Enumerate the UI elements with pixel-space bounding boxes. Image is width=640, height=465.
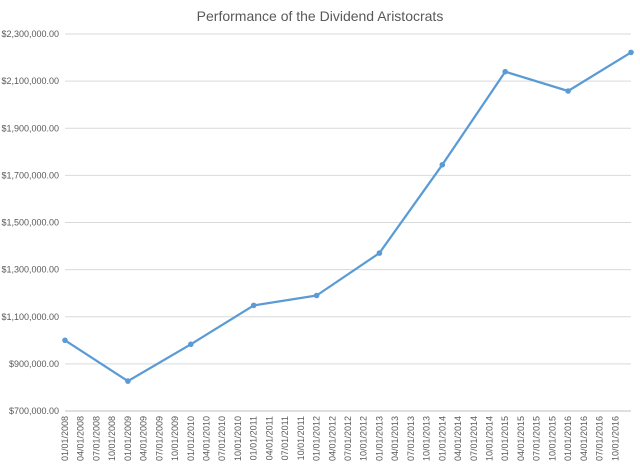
x-tick-label: 10/01/2010 [233,416,243,461]
data-point-marker [440,162,446,168]
y-tick-label: $1,500,000.00 [1,218,59,228]
x-tick-label: 10/01/2014 [485,416,495,461]
x-tick-label: 07/01/2008 [91,416,101,461]
y-tick-label: $1,700,000.00 [1,170,59,180]
x-tick-label: 01/01/2008 [60,416,70,461]
y-tick-label: $700,000.00 [9,406,59,416]
x-tick-label: 07/01/2016 [595,416,605,461]
x-tick-label: 04/01/2016 [579,416,589,461]
x-tick-label: 04/01/2011 [264,416,274,460]
data-point-marker [251,303,257,309]
y-tick-label: $1,100,000.00 [1,312,59,322]
x-tick-label: 10/01/2012 [359,416,369,461]
data-point-marker [188,342,194,348]
data-point-marker [314,293,320,299]
x-tick-label: 01/01/2009 [123,416,133,461]
x-tick-label: 01/01/2016 [563,416,573,461]
x-axis-tick-labels: 01/01/2008 04/01/2008 07/01/2008 10/01/2008… [60,416,620,461]
x-tick-label: 07/01/2011 [280,416,290,460]
y-tick-label: $1,900,000.00 [1,123,59,133]
x-tick-label: 01/01/2013 [374,416,384,461]
x-tick-label: 01/01/2015 [500,416,510,461]
y-tick-label: $900,000.00 [9,359,59,369]
x-tick-label: 01/01/2014 [437,416,447,461]
data-point-marker [628,50,634,56]
x-tick-label: 04/01/2013 [390,416,400,461]
y-tick-label: $1,300,000.00 [1,265,59,275]
x-tick-label: 07/01/2014 [469,416,479,461]
x-tick-label: 07/01/2015 [532,416,542,461]
data-point-marker [125,378,131,384]
data-point-marker [565,88,571,94]
y-tick-label: $2,100,000.00 [1,76,59,86]
x-tick-label: 10/01/2011 [296,416,306,460]
y-tick-label: $2,300,000.00 [1,29,59,39]
data-series [62,50,634,384]
x-tick-label: 04/01/2015 [516,416,526,461]
x-tick-label: 10/01/2009 [170,416,180,461]
x-tick-label: 04/01/2008 [76,416,86,461]
x-tick-label: 07/01/2012 [343,416,353,461]
x-tick-label: 01/01/2011 [249,416,259,460]
x-tick-label: 07/01/2009 [154,416,164,461]
x-tick-label: 01/01/2010 [186,416,196,461]
series-line [65,52,631,381]
x-tick-label: 04/01/2012 [327,416,337,461]
x-tick-label: 07/01/2010 [217,416,227,461]
x-tick-label: 10/01/2016 [610,416,620,461]
chart-title: Performance of the Dividend Aristocrats [197,8,444,24]
x-tick-label: 04/01/2014 [453,416,463,461]
data-point-marker [62,338,68,344]
x-tick-label: 10/01/2015 [547,416,557,461]
x-tick-label: 07/01/2013 [406,416,416,461]
x-tick-label: 10/01/2013 [422,416,432,461]
x-tick-label: 04/01/2009 [139,416,149,461]
data-point-marker [377,250,383,256]
data-point-marker [502,69,508,75]
x-tick-label: 10/01/2008 [107,416,117,461]
x-tick-label: 04/01/2010 [202,416,212,461]
x-tick-label: 01/01/2012 [312,416,322,461]
y-axis-tick-labels: $700,000.00 $900,000.00 $1,100,000.00 $1,30… [1,29,59,416]
